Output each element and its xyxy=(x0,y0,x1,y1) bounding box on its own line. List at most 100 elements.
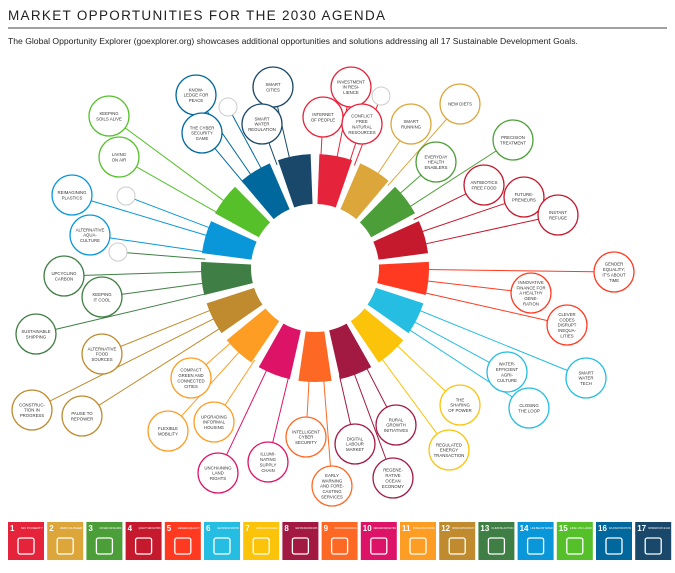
opportunity-label: UNCHAINING xyxy=(204,465,232,470)
opportunity-label: DIGITAL xyxy=(347,436,364,441)
link xyxy=(387,118,448,186)
opportunity-label: PRENEURS xyxy=(512,197,536,202)
ring-segment xyxy=(258,323,301,380)
opportunity-label: OF PEOPLE xyxy=(311,117,335,122)
opportunity-bubble xyxy=(510,272,552,314)
link xyxy=(98,326,223,406)
link xyxy=(352,370,387,460)
link xyxy=(306,377,310,418)
goal-number: 4 xyxy=(128,524,133,533)
opportunity-label: AGRI- xyxy=(501,372,514,377)
opportunity-label: IT'S ABOUT xyxy=(602,272,626,277)
opportunity-label: CLEVER xyxy=(558,312,575,317)
goal-name: CLIMATE ACTION xyxy=(491,526,513,530)
opportunity-bubble xyxy=(181,112,223,154)
opportunity-label: KEEPING xyxy=(92,292,112,297)
opportunity-label: FINANCE FOR xyxy=(516,285,545,290)
goal-number: 17 xyxy=(637,524,646,533)
goal-number: 16 xyxy=(598,524,607,533)
opportunity-label: HOUSING xyxy=(204,425,225,430)
link xyxy=(379,356,438,435)
opportunity-label: ENABLERS xyxy=(425,165,448,170)
link xyxy=(134,198,213,230)
opportunity-label: TECH xyxy=(580,381,592,386)
link xyxy=(364,365,388,408)
opportunity-label: EFFICIENT xyxy=(496,367,519,372)
goal-name: PEACE, JUSTICE AND STRONG INSTITUTIONS xyxy=(609,526,631,530)
opportunity-bubble xyxy=(593,251,635,293)
opportunity-label: SECURITY xyxy=(191,131,213,136)
link xyxy=(49,316,217,402)
opportunity-label: INFORMAL xyxy=(203,420,226,425)
opportunity-label: ALTERNATIVE xyxy=(88,346,117,351)
opportunity-bubble xyxy=(508,387,550,429)
link xyxy=(422,291,548,322)
opportunity-label: CLOSING xyxy=(519,403,539,408)
goal-name: DECENT WORK AND ECONOMIC GROWTH xyxy=(295,526,317,530)
opportunity-label: CASTING xyxy=(322,489,342,494)
goal-icon xyxy=(605,537,623,555)
opportunity-label: FREE xyxy=(356,119,368,124)
opportunity-label: AQUA- xyxy=(83,233,97,238)
opportunity-bubble xyxy=(486,351,528,393)
empty-bubble xyxy=(108,242,128,262)
link xyxy=(268,142,278,165)
link xyxy=(226,367,269,456)
opportunity-label: GENDER xyxy=(605,262,623,267)
opportunity-label: FOOD xyxy=(96,352,108,357)
goal-icon xyxy=(291,537,310,555)
link xyxy=(136,166,220,215)
opportunity-label: ENERGY xyxy=(440,448,458,453)
goal-icon xyxy=(330,537,349,555)
goal-number: 5 xyxy=(167,524,172,533)
goal-name: LIFE ON LAND xyxy=(570,526,592,530)
opportunity-bubble xyxy=(428,429,470,471)
link xyxy=(413,193,467,220)
link xyxy=(83,271,206,276)
opportunity-bubble xyxy=(197,452,239,494)
link xyxy=(416,308,568,371)
ring-segment xyxy=(317,154,353,208)
opportunity-label: INSTANT xyxy=(549,210,567,215)
empty-bubble xyxy=(116,186,136,206)
goal-name: INDUSTRY, INNOVATION AND INFRASTRUCTURE xyxy=(335,526,357,530)
opportunity-label: SHIPPING xyxy=(26,334,47,339)
opportunity-label: SMART xyxy=(266,82,281,87)
opportunity-bubble xyxy=(565,357,607,399)
opportunity-label: EARLY xyxy=(325,473,339,478)
goal-icon xyxy=(17,537,35,555)
goal-number: 8 xyxy=(284,524,289,533)
opportunity-label: ECONOMY xyxy=(382,484,404,489)
opportunity-label: GENE- xyxy=(524,296,538,301)
opportunity-label: IT COOL xyxy=(93,297,111,302)
empty-bubble xyxy=(218,97,238,117)
opportunity-label: SUSTAINABLE xyxy=(21,329,50,334)
link xyxy=(205,340,234,366)
ring-segment xyxy=(329,323,372,380)
opportunity-bubble xyxy=(193,401,235,443)
opportunity-label: REGULATION xyxy=(248,127,276,132)
link xyxy=(214,148,245,184)
opportunity-bubble xyxy=(537,194,579,236)
opportunity-label: OCEAN xyxy=(385,478,400,483)
goal-number: 6 xyxy=(206,524,211,533)
link xyxy=(424,268,595,273)
goal-number: 14 xyxy=(520,524,529,533)
empty-bubble xyxy=(371,86,391,106)
opportunity-label: MOBILITY xyxy=(158,431,178,436)
opportunity-bubble xyxy=(372,457,414,499)
opportunity-label: TREATMENT xyxy=(500,140,526,145)
opportunity-bubble xyxy=(81,276,123,318)
opportunity-label: REGENE- xyxy=(383,468,403,473)
link xyxy=(422,218,539,246)
opportunity-bubble xyxy=(43,255,85,297)
opportunity-label: WARNING xyxy=(322,478,343,483)
goal-icon xyxy=(644,537,662,555)
goal-icon xyxy=(566,537,584,555)
goal-number: 10 xyxy=(363,524,372,533)
ring-segment xyxy=(373,221,429,260)
opportunity-label: CARBON xyxy=(55,276,73,281)
opportunity-bubble xyxy=(546,304,588,346)
opportunity-label: LEDGE FOR xyxy=(184,93,209,98)
